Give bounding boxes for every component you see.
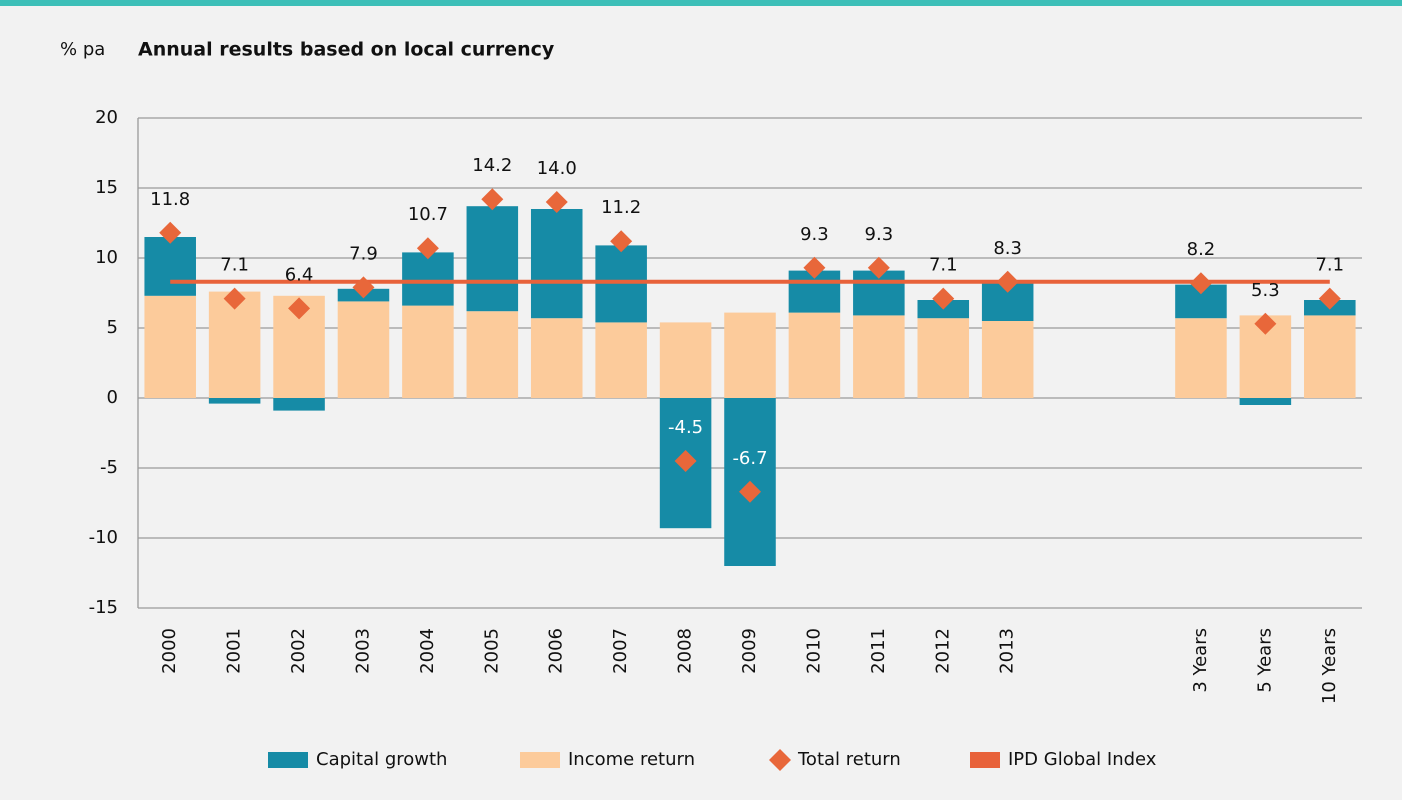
- diamond-marker: [610, 230, 633, 253]
- bar: [788, 312, 841, 398]
- x-tick-label: 2013: [997, 628, 1018, 674]
- y-tick-label: 0: [107, 387, 118, 408]
- bar: [595, 322, 647, 398]
- bar: [853, 315, 905, 398]
- bar: [981, 321, 1034, 398]
- data-label: 11.2: [601, 197, 641, 218]
- x-tick-label: 2011: [868, 628, 889, 674]
- y-axis-label: % pa: [60, 39, 105, 60]
- bar: [724, 312, 776, 398]
- legend-label: Total return: [797, 749, 901, 770]
- legend-swatch: [769, 749, 791, 771]
- legend-swatch: [520, 752, 560, 768]
- data-label: -4.5: [668, 417, 703, 438]
- data-label: 7.1: [220, 255, 249, 276]
- data-label: 9.3: [800, 224, 829, 245]
- x-tick-label: 2008: [675, 628, 696, 674]
- bar: [466, 206, 519, 312]
- data-label: -6.7: [732, 448, 767, 469]
- y-tick-label: 10: [95, 247, 118, 268]
- x-tick-label: 2007: [610, 628, 631, 674]
- diamond-marker: [803, 256, 826, 279]
- data-label: 8.3: [993, 238, 1022, 259]
- y-tick-label: 5: [107, 317, 118, 338]
- x-tick-label: 10 Years: [1319, 628, 1340, 704]
- data-label: 11.8: [150, 189, 190, 210]
- bar: [144, 295, 196, 398]
- legend-swatch: [268, 752, 308, 768]
- bar: [208, 398, 261, 404]
- x-tick-label: 2005: [481, 628, 502, 674]
- x-tick-label: 3 Years: [1190, 628, 1211, 693]
- data-label: 7.9: [349, 243, 378, 264]
- data-label: 7.1: [929, 255, 958, 276]
- bar: [595, 245, 647, 323]
- bar: [1239, 398, 1292, 405]
- diamond-marker: [545, 191, 568, 213]
- diamond-marker: [996, 270, 1019, 293]
- y-tick-label: -5: [100, 457, 118, 478]
- diamond-marker: [867, 256, 890, 279]
- diamond-marker: [1318, 287, 1341, 310]
- x-tick-label: 2009: [739, 628, 760, 674]
- x-tick-label: 2003: [352, 628, 373, 674]
- legend-swatch: [970, 752, 1000, 768]
- legend-label: Income return: [568, 749, 695, 770]
- bar: [402, 305, 454, 398]
- y-tick-label: -10: [89, 527, 118, 548]
- bar: [659, 322, 712, 398]
- x-tick-label: 5 Years: [1254, 628, 1275, 693]
- diamond-marker: [352, 276, 375, 299]
- header-strip: [0, 0, 1402, 6]
- data-label: 14.2: [472, 155, 512, 176]
- bar: [530, 209, 583, 319]
- x-tick-label: 2012: [932, 628, 953, 674]
- bar: [337, 301, 390, 398]
- x-tick-label: 2000: [159, 628, 180, 674]
- y-tick-label: 15: [95, 177, 118, 198]
- diamond-marker: [481, 188, 504, 211]
- bar: [530, 318, 583, 398]
- data-label: 6.4: [285, 264, 314, 285]
- y-tick-label: -15: [89, 597, 118, 618]
- x-tick-label: 2004: [417, 628, 438, 674]
- legend-label: Capital growth: [316, 749, 447, 770]
- diamond-marker: [1189, 272, 1212, 295]
- bar: [402, 252, 454, 306]
- data-label: 14.0: [537, 158, 577, 179]
- x-tick-label: 2006: [546, 628, 567, 674]
- x-tick-label: 2010: [803, 628, 824, 674]
- bar: [144, 237, 196, 296]
- data-label: 9.3: [865, 224, 894, 245]
- bar: [1175, 318, 1227, 398]
- legend-label: IPD Global Index: [1008, 749, 1157, 770]
- diamond-marker: [159, 221, 182, 244]
- chart-title: Annual results based on local currency: [138, 39, 555, 61]
- diamond-marker: [223, 287, 246, 310]
- diamond-marker: [1254, 312, 1277, 335]
- data-label: 8.2: [1187, 239, 1216, 260]
- y-tick-label: 20: [95, 107, 118, 128]
- data-label: 7.1: [1315, 255, 1344, 276]
- x-tick-label: 2001: [224, 628, 245, 674]
- bar: [466, 311, 519, 398]
- data-label: 10.7: [408, 204, 448, 225]
- diamond-marker: [739, 480, 761, 503]
- bar: [273, 398, 325, 411]
- diamond-marker: [932, 287, 955, 310]
- data-label: 5.3: [1251, 280, 1280, 301]
- diamond-marker: [288, 297, 311, 320]
- bar: [1304, 315, 1356, 398]
- diamond-marker: [674, 450, 697, 472]
- diamond-marker: [416, 237, 439, 260]
- bar: [917, 318, 970, 398]
- x-tick-label: 2002: [288, 628, 309, 674]
